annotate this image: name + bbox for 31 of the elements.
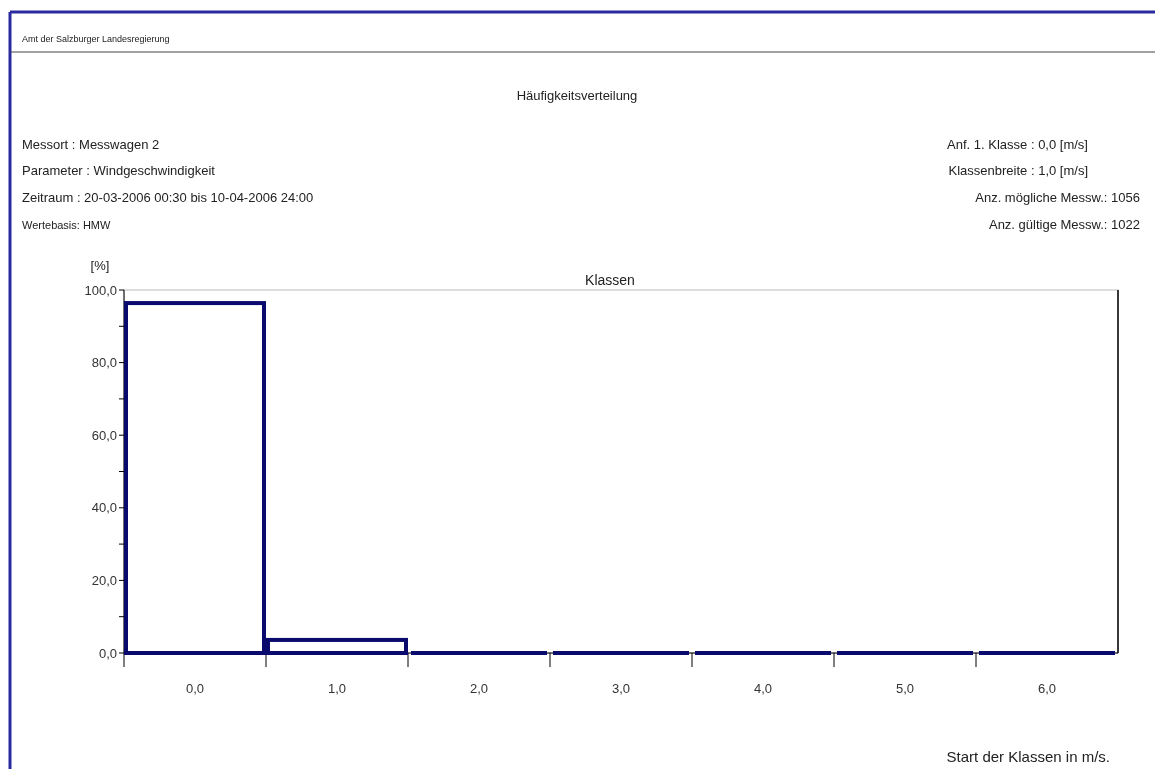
text: Messort : Messwagen 2 xyxy=(22,137,160,152)
bar xyxy=(411,651,547,655)
bar xyxy=(553,651,689,655)
bar xyxy=(695,651,831,655)
x-axis-title: Start der Klassen in m/s. xyxy=(946,748,1110,765)
bar xyxy=(837,651,973,655)
text: Parameter : Windgeschwindigkeit xyxy=(22,163,216,178)
x-tick-label: 6,0 xyxy=(1037,681,1057,696)
y-tick-label: 40,0 xyxy=(91,500,117,516)
text: Zeitraum : 20-03-2006 00:30 bis 10-04-2006 24:00 xyxy=(22,190,314,205)
y-tick-label: 80,0 xyxy=(91,355,117,371)
x-tick-label: 5,0 xyxy=(895,681,915,696)
chart-subtitle: Klassen xyxy=(585,272,635,288)
text: Wertebasis: HMW xyxy=(22,219,112,231)
text: Anz. gültige Messw.: 1022 xyxy=(988,217,1140,232)
y-tick-label: 100,0 xyxy=(84,282,117,298)
text: Anf. 1. Klasse : 0,0 [m/s] xyxy=(947,137,1088,152)
y-axis-title: [%] xyxy=(90,258,110,273)
x-tick-label: 3,0 xyxy=(611,681,631,696)
chart-title: Häufigkeitsverteilung xyxy=(516,88,638,103)
x-tick-label: 2,0 xyxy=(469,681,489,696)
x-tick-label: 1,0 xyxy=(327,681,347,696)
text: Anz. mögliche Messw.: 1056 xyxy=(975,190,1140,205)
y-tick-label: 0,0 xyxy=(98,645,117,661)
x-tick-label: 4,0 xyxy=(753,681,773,696)
text: Amt der Salzburger Landesregierung xyxy=(22,34,170,44)
text: Klassenbreite : 1,0 [m/s] xyxy=(948,163,1088,178)
y-tick-label: 60,0 xyxy=(91,427,117,443)
x-tick-label: 0,0 xyxy=(185,681,205,696)
bar xyxy=(979,651,1115,655)
y-tick-label: 20,0 xyxy=(91,572,117,588)
